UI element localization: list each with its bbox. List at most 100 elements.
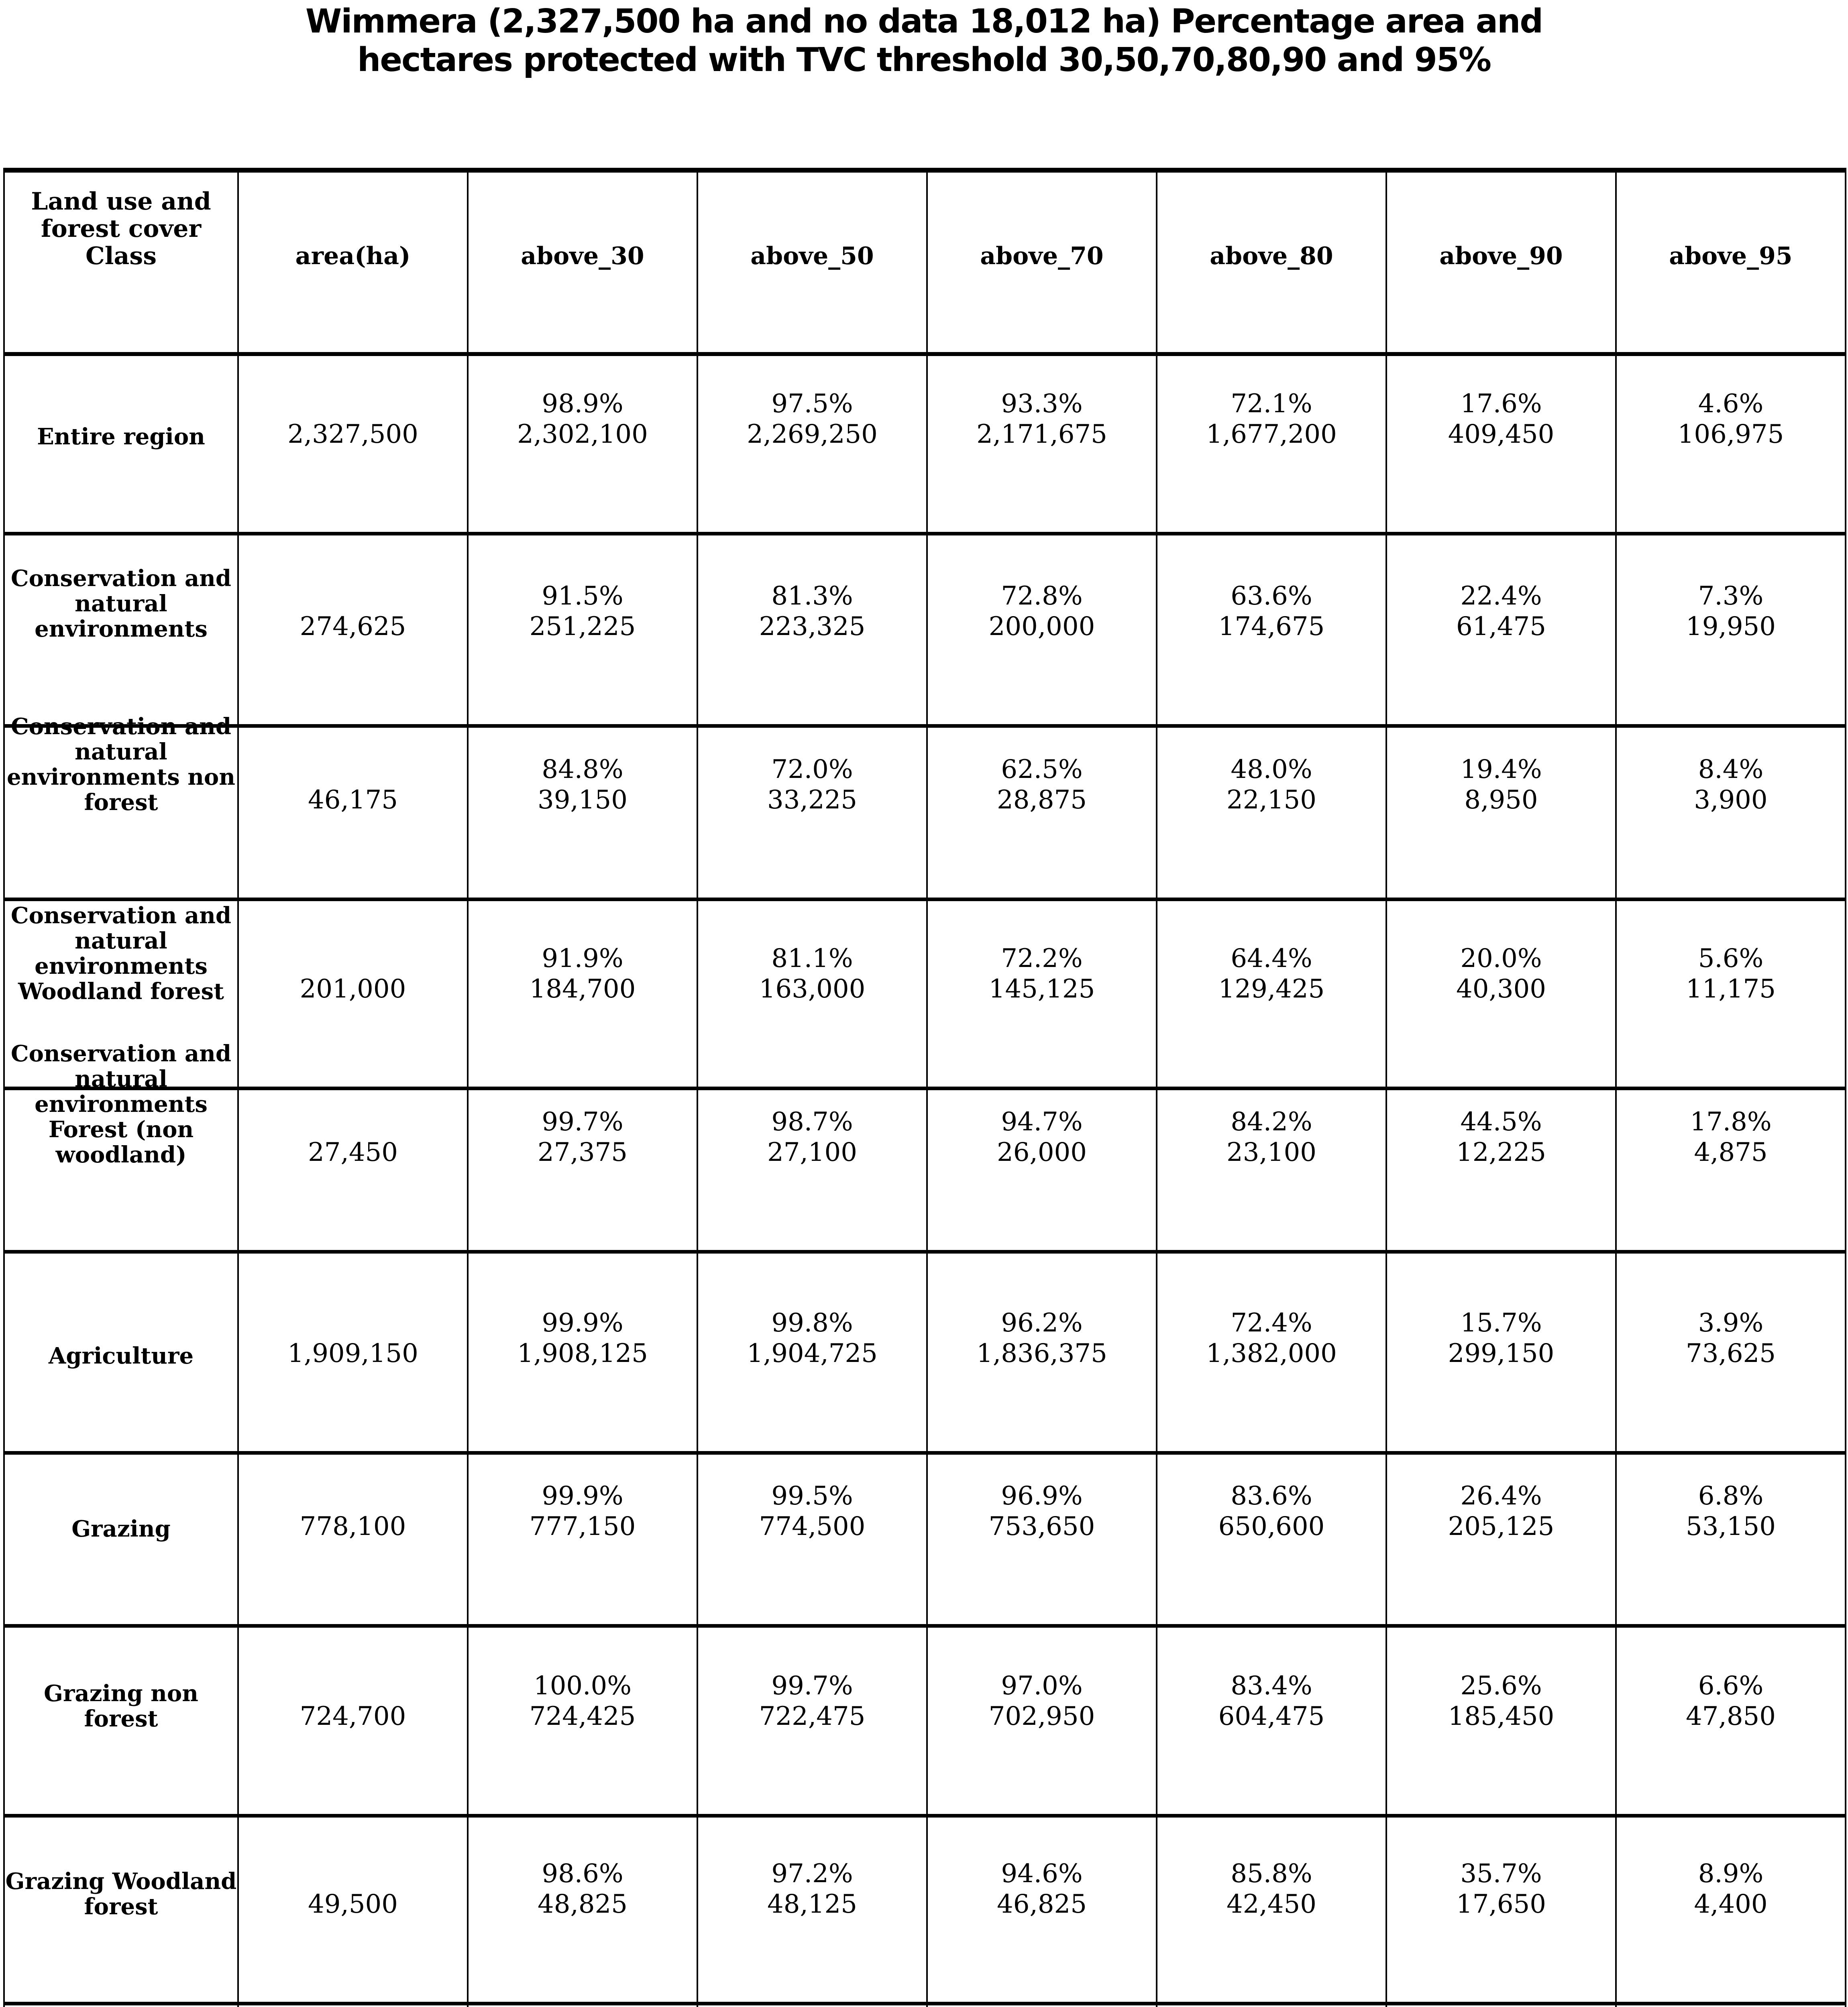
area-cell: 46,175	[237, 726, 468, 900]
pct-value: 91.9%	[542, 944, 623, 973]
landuse-class-cell: Agriculture	[4, 1252, 238, 1453]
ha-value: 702,950	[988, 1702, 1095, 1731]
landuse-class-cell: Conservation and natural environments Fo…	[4, 1041, 238, 1252]
threshold-cell: 98.7% 27,100	[697, 1088, 927, 1252]
area-value: 724,700	[300, 1702, 406, 1731]
ha-value: 42,450	[1227, 1889, 1316, 1919]
threshold-cell: 3.9% 73,625	[1615, 1252, 1846, 1453]
pct-value: 17.8%	[1690, 1107, 1772, 1137]
ha-value: 23,100	[1227, 1138, 1316, 1167]
ha-value: 53,150	[1686, 1512, 1776, 1541]
pct-value: 96.2%	[1001, 1308, 1083, 1338]
threshold-cell: 91.9% 184,700	[467, 899, 697, 1089]
threshold-cell: 99.9% 1,125,000	[697, 2003, 927, 2007]
pct-value: 96.9%	[1001, 1481, 1083, 1511]
ha-value: 174,675	[1218, 612, 1325, 641]
table-row: Cropping 1,125,775 100.0% 1,125,700 99.9…	[4, 2003, 1846, 2007]
pct-value: 97.5%	[771, 389, 853, 419]
threshold-cell: 35.7% 17,650	[1385, 1816, 1616, 2004]
threshold-cell: 99.7% 27,375	[467, 1088, 697, 1252]
pct-value: 93.3%	[1001, 389, 1083, 419]
col-header-above-70: above_70	[926, 170, 1157, 354]
threshold-cell: 64.6% 726,800	[1156, 2003, 1386, 2007]
pct-value: 35.7%	[1460, 1859, 1542, 1889]
ha-value: 8,950	[1464, 785, 1538, 815]
threshold-cell: 62.5% 28,875	[926, 726, 1157, 900]
landuse-tvc-table: Land use and forest cover Class area(ha)…	[3, 168, 1846, 2007]
threshold-cell: 81.3% 223,325	[697, 533, 927, 726]
row-label: Grazing	[71, 1516, 171, 1542]
ha-value: 2,269,250	[747, 419, 878, 449]
pct-value: 5.6%	[1698, 944, 1764, 973]
ha-value: 184,700	[529, 974, 636, 1004]
pct-value: 4.6%	[1698, 389, 1764, 419]
pct-value: 20.0%	[1460, 944, 1542, 973]
pct-value: 8.9%	[1698, 1859, 1764, 1889]
threshold-cell: 99.7% 722,475	[697, 1626, 927, 1816]
threshold-cell: 15.7% 299,150	[1385, 1252, 1616, 1453]
area-value: 2,327,500	[287, 419, 418, 449]
ha-value: 299,150	[1448, 1339, 1555, 1368]
threshold-cell: 98.6% 48,825	[467, 1816, 697, 2004]
ha-value: 40,300	[1456, 974, 1546, 1004]
threshold-cell: 25.6% 185,450	[1385, 1626, 1616, 1816]
ha-value: 4,875	[1694, 1138, 1768, 1167]
area-cell: 27,450	[237, 1088, 468, 1252]
row-label: Grazing non forest	[44, 1680, 198, 1732]
area-cell: 1,909,150	[237, 1252, 468, 1453]
threshold-cell: 26.4% 205,125	[1385, 1453, 1616, 1626]
pct-value: 85.8%	[1231, 1859, 1312, 1889]
threshold-cell: 84.2% 23,100	[1156, 1088, 1386, 1252]
ha-value: 17,650	[1456, 1889, 1546, 1919]
area-value: 778,100	[300, 1512, 406, 1541]
table-row: Conservation and natural environments Wo…	[4, 899, 1846, 1089]
threshold-cell: 96.2% 1,836,375	[926, 1252, 1157, 1453]
threshold-cell: 99.8% 1,904,725	[697, 1252, 927, 1453]
col-header-class: Land use and forest cover Class	[31, 187, 211, 270]
threshold-cell: 97.0% 702,950	[926, 1626, 1157, 1816]
pct-value: 22.4%	[1460, 581, 1542, 611]
threshold-cell: 19.4% 8,950	[1385, 726, 1616, 900]
threshold-cell: 63.6% 174,675	[1156, 533, 1386, 726]
row-label: Conservation and natural environments Fo…	[11, 1040, 231, 1168]
landuse-class-cell: Conservation and natural environments no…	[4, 714, 238, 900]
pct-value: 72.8%	[1001, 581, 1083, 611]
col-header-above-90: above_90	[1385, 170, 1616, 354]
col-header-above-80: above_80	[1156, 170, 1386, 354]
ha-value: 223,325	[759, 612, 866, 641]
landuse-class-cell: Conservation and natural environments	[4, 534, 238, 726]
threshold-cell: 81.1% 163,000	[697, 899, 927, 1089]
ha-value: 777,150	[529, 1512, 636, 1541]
page-title-line2: hectares protected with TVC threshold 30…	[357, 41, 1491, 79]
ha-value: 1,677,200	[1206, 419, 1337, 449]
pct-value: 97.0%	[1001, 1671, 1083, 1701]
pct-value: 99.9%	[542, 1308, 623, 1338]
area-cell: 778,100	[237, 1453, 468, 1626]
ha-value: 12,225	[1456, 1138, 1546, 1167]
pct-value: 94.7%	[1001, 1107, 1083, 1137]
col-header-area: area(ha)	[237, 170, 468, 354]
pct-value: 72.0%	[771, 755, 853, 784]
pct-value: 25.6%	[1460, 1671, 1542, 1701]
col-header-above-50: above_50	[697, 170, 927, 354]
pct-value: 17.6%	[1460, 389, 1542, 419]
threshold-cell: 6.6% 47,850	[1615, 1626, 1846, 1816]
ha-value: 753,650	[988, 1512, 1095, 1541]
pct-value: 84.8%	[542, 755, 623, 784]
ha-value: 163,000	[759, 974, 866, 1004]
threshold-cell: 72.4% 1,382,000	[1156, 1252, 1386, 1453]
threshold-cell: 22.4% 61,475	[1385, 533, 1616, 726]
threshold-cell: 83.4% 604,475	[1156, 1626, 1386, 1816]
threshold-cell: 99.5% 774,500	[697, 1453, 927, 1626]
ha-value: 251,225	[529, 612, 636, 641]
ha-value: 48,825	[538, 1889, 628, 1919]
pct-value: 64.4%	[1231, 944, 1312, 973]
pct-value: 63.6%	[1231, 581, 1312, 611]
pct-value: 84.2%	[1231, 1107, 1312, 1137]
ha-value: 73,625	[1686, 1339, 1776, 1368]
threshold-cell: 91.5% 251,225	[467, 533, 697, 726]
landuse-class-cell: Conservation and natural environments Wo…	[4, 900, 238, 1089]
ha-value: 722,475	[759, 1702, 866, 1731]
pct-value: 44.5%	[1460, 1107, 1542, 1137]
ha-value: 47,850	[1686, 1702, 1776, 1731]
